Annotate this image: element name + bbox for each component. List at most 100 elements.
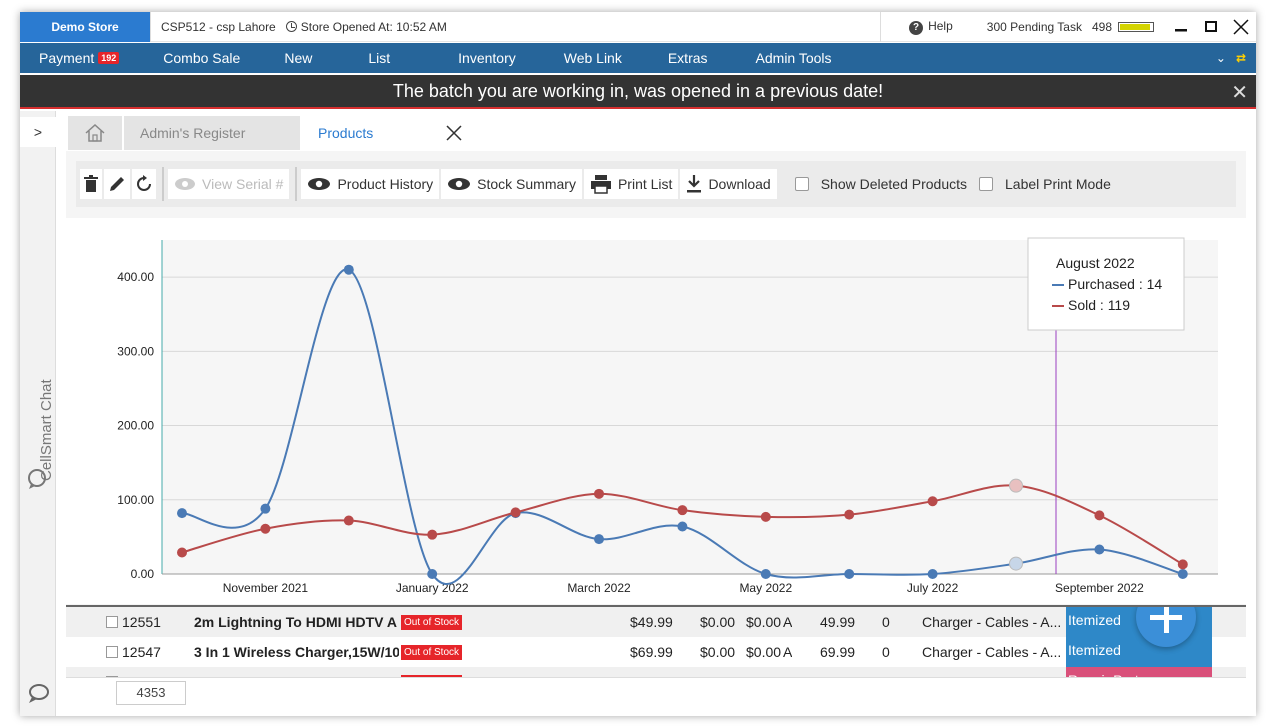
point-purchased [927, 569, 938, 579]
cell-c1: $0.00 [700, 644, 736, 660]
label-print-checkbox[interactable]: Label Print Mode [979, 176, 1111, 192]
maximize-button[interactable] [1196, 12, 1226, 42]
point-sold [760, 511, 771, 522]
point-purchased [1009, 556, 1023, 571]
show-deleted-checkbox[interactable]: Show Deleted Products [794, 176, 967, 192]
tab-products-label: Products [318, 125, 374, 141]
label-print-label: Label Print Mode [1005, 176, 1111, 192]
store-opened-text: Store Opened At: 10:52 AM [300, 19, 447, 34]
view-serial-label: View Serial # [202, 176, 284, 192]
tab-home[interactable] [68, 116, 122, 150]
home-icon [85, 123, 105, 142]
point-sold [510, 507, 521, 518]
notice-close-icon[interactable]: ✕ [1231, 82, 1248, 104]
tab-admins-register[interactable]: Admin's Register [124, 116, 300, 150]
eye-icon [175, 178, 195, 190]
chat-icon[interactable] [26, 684, 50, 704]
y-tick-label: 0.00 [131, 567, 155, 581]
rail-toggle-button[interactable]: > [20, 117, 56, 147]
table-row[interactable]: 12547 3 In 1 Wireless Charger,15W/10 Out o… [66, 637, 1246, 667]
menu-admin-tools[interactable]: Admin Tools [755, 50, 832, 66]
cell-id: 12551 [106, 614, 161, 630]
point-sold [927, 496, 938, 507]
y-tick-label: 400.00 [117, 270, 154, 284]
delete-button[interactable] [80, 169, 102, 199]
cell-price: $49.99 [630, 614, 673, 630]
y-tick-label: 200.00 [117, 419, 154, 433]
tooltip-line: Sold : 119 [1068, 297, 1130, 313]
x-tick-label: September 2022 [1055, 581, 1144, 595]
help-button[interactable]: ? Help [881, 19, 977, 35]
side-rail: > CellSmart Chat [20, 111, 56, 716]
tooltip-title: August 2022 [1056, 255, 1135, 271]
title-bar: Demo Store CSP512 - csp Lahore Store Ope… [20, 12, 1256, 42]
stock-summary-label: Stock Summary [477, 176, 576, 192]
help-label: Help [928, 18, 953, 33]
cellsmart-chat-button[interactable]: CellSmart Chat [24, 341, 55, 491]
point-sold [1009, 478, 1023, 493]
show-deleted-box[interactable] [794, 177, 809, 191]
point-purchased [260, 503, 271, 514]
cell-qty: 0 [882, 614, 890, 630]
point-sold [844, 509, 855, 520]
trash-icon [84, 175, 98, 192]
battery-fill [1120, 23, 1151, 30]
tab-close-icon[interactable] [446, 125, 462, 141]
menu-list[interactable]: List [368, 50, 391, 66]
product-history-button[interactable]: Product History [301, 169, 440, 199]
refresh-icon [137, 175, 151, 191]
point-sold [177, 547, 187, 558]
menu-payment[interactable]: Payment 192 [20, 43, 137, 73]
store-button[interactable]: Demo Store [20, 12, 150, 42]
cell-category: Charger - Cables - A... [922, 614, 1062, 630]
menu-payment-label: Payment [39, 50, 95, 66]
products-toolbar: View Serial # Product History Stock Summ… [76, 161, 1236, 207]
download-button[interactable]: Download [680, 169, 777, 199]
edit-button[interactable] [104, 169, 130, 199]
menu-extras[interactable]: Extras [667, 50, 708, 66]
menu-new[interactable]: New [284, 50, 313, 66]
download-icon [687, 175, 702, 193]
menu-combo-sale[interactable]: Combo Sale [163, 50, 241, 66]
sync-icon[interactable]: ⇄ [1235, 51, 1246, 65]
stock-chart: 0.00 100.00 200.00 300.00 400.00 November 202… [66, 218, 1246, 604]
record-count: 4353 [116, 681, 186, 705]
chevron-down-icon[interactable]: ⌄ [1215, 51, 1226, 65]
products-panel: View Serial # Product History Stock Summ… [66, 151, 1246, 711]
menu-inventory[interactable]: Inventory [458, 50, 516, 66]
row-checkbox[interactable] [106, 646, 118, 658]
point-purchased [760, 569, 771, 579]
chat-bubble-icon [28, 469, 46, 489]
row-checkbox[interactable] [106, 616, 118, 628]
pending-task-button[interactable]: 300 Pending Task [986, 19, 1082, 34]
print-list-button[interactable]: Print List [583, 169, 679, 199]
store-opened: Store Opened At: 10:52 AM [285, 19, 457, 34]
chat-label: CellSmart Chat [38, 379, 55, 481]
table-row[interactable]: 12551 2m Lightning To HDMI HDTV A Out of S… [66, 607, 1246, 637]
battery-count: 498 [1091, 19, 1112, 34]
point-purchased [343, 264, 354, 275]
refresh-button[interactable] [132, 169, 156, 199]
minimize-button[interactable] [1166, 12, 1196, 42]
point-sold [427, 529, 438, 540]
cell-c2: $0.00 [746, 644, 782, 660]
view-serial-button[interactable]: View Serial # [168, 169, 290, 199]
stock-summary-button[interactable]: Stock Summary [441, 169, 582, 199]
cell-id-text: 12547 [122, 644, 161, 660]
maximize-icon [1205, 20, 1217, 32]
point-sold [343, 515, 354, 526]
help-icon: ? [909, 20, 924, 35]
print-list-label: Print List [617, 176, 673, 192]
close-icon [1233, 18, 1249, 35]
point-sold [677, 505, 688, 516]
table-footer: 4353 [66, 677, 1246, 705]
clock-icon [285, 20, 297, 32]
tab-products[interactable]: Products [302, 116, 478, 150]
stock-chart-svg: 0.00 100.00 200.00 300.00 400.00 November 202… [117, 237, 1218, 595]
battery-icon [1118, 21, 1154, 32]
menu-web-link[interactable]: Web Link [563, 50, 622, 66]
label-print-box[interactable] [979, 177, 994, 191]
type-badge: Itemized [1066, 637, 1212, 667]
close-window-button[interactable] [1226, 12, 1256, 42]
minimize-icon [1175, 28, 1187, 31]
